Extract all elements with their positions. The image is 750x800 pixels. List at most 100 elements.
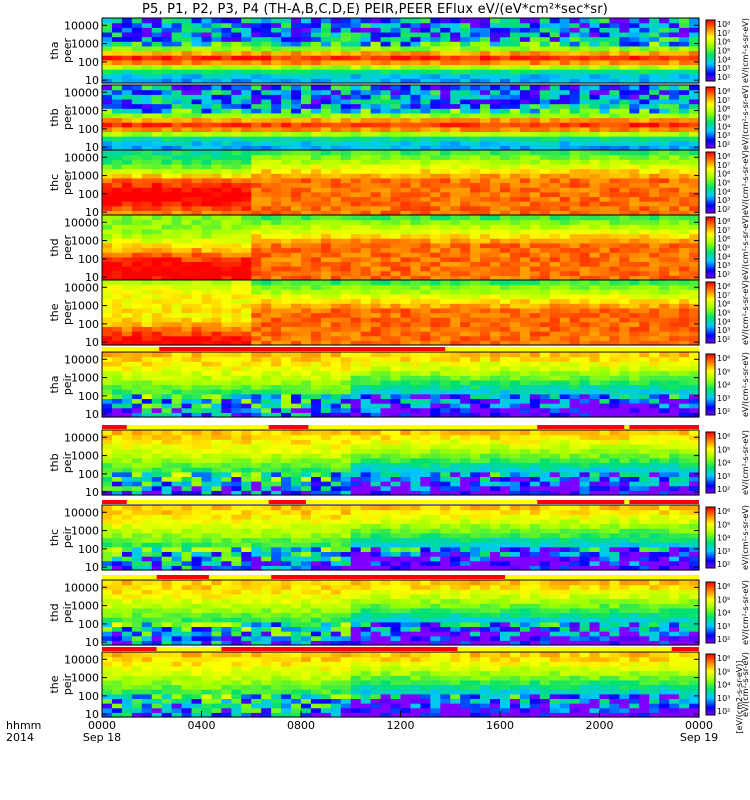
heatmap-cell <box>131 159 143 165</box>
heatmap-cell <box>350 140 362 146</box>
heatmap-cell <box>161 103 173 109</box>
heatmap-cell <box>529 122 541 128</box>
heatmap-cell <box>410 36 421 42</box>
heatmap-cell <box>111 412 123 418</box>
heatmap-cell <box>161 412 173 418</box>
heatmap-cell <box>480 122 491 128</box>
heatmap-cell <box>669 293 680 300</box>
heatmap-cell <box>261 187 272 193</box>
heatmap-cell <box>181 163 193 170</box>
heatmap-cell <box>529 85 541 91</box>
heatmap-cell <box>519 247 531 253</box>
heatmap-cell <box>549 365 561 372</box>
heatmap-cell <box>320 117 332 123</box>
heatmap-cell <box>559 98 571 105</box>
heatmap-cell <box>102 36 113 42</box>
heatmap-cell <box>281 266 292 272</box>
heatmap-cell <box>529 98 541 105</box>
heatmap-cell <box>649 78 660 84</box>
heatmap-cell <box>231 384 242 390</box>
heatmap-cell <box>251 112 262 119</box>
heatmap-cell <box>191 247 203 253</box>
heatmap-cell <box>161 131 173 137</box>
heatmap-cell <box>549 69 561 75</box>
heatmap-cell <box>310 168 322 174</box>
heatmap-cell <box>151 331 163 337</box>
heatmap-cell <box>519 326 531 332</box>
heatmap-cell <box>360 284 372 290</box>
heatmap-cell <box>689 122 700 128</box>
heatmap-cell <box>380 41 392 47</box>
heatmap-cell <box>430 340 441 346</box>
heatmap-cell <box>390 303 402 309</box>
heatmap-cell <box>380 36 392 42</box>
heatmap-cell <box>241 73 252 79</box>
heatmap-cell <box>529 55 541 61</box>
heatmap-cell <box>201 312 213 318</box>
heatmap-cell <box>241 256 252 263</box>
colorbar-tick-label: 10⁷ <box>717 291 730 300</box>
heatmap-cell <box>291 64 302 70</box>
heatmap-cell <box>689 73 700 79</box>
heatmap-cell <box>400 201 412 207</box>
heatmap-cell <box>261 196 272 202</box>
colorbar-tick-label: 10⁷ <box>717 161 730 170</box>
heatmap-cell <box>171 18 183 24</box>
heatmap-cell <box>629 168 640 174</box>
heatmap-cell <box>121 370 133 376</box>
heatmap-cell <box>121 233 133 239</box>
heatmap-cell <box>619 85 630 91</box>
heatmap-cell <box>659 321 670 328</box>
heatmap-cell <box>679 317 690 323</box>
heatmap-cell <box>330 335 342 341</box>
heatmap-cell <box>181 247 193 253</box>
heatmap-cell <box>121 256 133 263</box>
heatmap-cell <box>559 108 571 114</box>
heatmap-cell <box>221 228 232 235</box>
heatmap-cell <box>460 242 471 249</box>
heatmap-cell <box>430 289 441 295</box>
heatmap-cell <box>102 159 113 165</box>
heatmap-cell <box>291 117 302 123</box>
heatmap-cell <box>161 59 173 66</box>
heatmap-cell <box>679 140 690 146</box>
heatmap-cell <box>659 18 670 24</box>
heatmap-cell <box>201 50 213 56</box>
heatmap-cell <box>370 89 382 95</box>
heatmap-cell <box>291 233 302 239</box>
heatmap-cell <box>509 393 521 400</box>
heatmap-cell <box>201 85 213 91</box>
heatmap-cell <box>271 196 282 202</box>
heatmap-cell <box>579 210 591 216</box>
heatmap-cell <box>549 145 561 151</box>
heatmap-cell <box>231 159 242 165</box>
heatmap-cell <box>569 365 581 372</box>
heatmap-cell <box>141 247 153 253</box>
heatmap-cell <box>539 317 551 323</box>
heatmap-cell <box>320 335 332 341</box>
heatmap-cell <box>121 398 133 404</box>
heatmap-cell <box>410 78 421 84</box>
heatmap-cell <box>301 307 312 314</box>
heatmap-cell <box>669 85 680 91</box>
heatmap-cell <box>480 145 491 151</box>
heatmap-cell <box>370 36 382 42</box>
heatmap-cell <box>609 64 620 70</box>
heatmap-cell <box>509 224 521 230</box>
heatmap-cell <box>271 238 282 244</box>
heatmap-cell <box>480 59 491 66</box>
heatmap-cell <box>121 159 133 165</box>
heatmap-cell <box>291 379 302 386</box>
heatmap-cell <box>201 31 213 38</box>
heatmap-cell <box>529 103 541 109</box>
heatmap-cell <box>111 228 123 235</box>
heatmap-cell <box>330 201 342 207</box>
heatmap-cell <box>490 270 501 276</box>
heatmap-cell <box>350 361 362 367</box>
heatmap-cell <box>111 18 123 24</box>
heatmap-cell <box>659 215 670 221</box>
heatmap-cell <box>509 126 521 133</box>
heatmap-cell <box>171 150 183 156</box>
heatmap-cell <box>380 289 392 295</box>
heatmap-cell <box>559 335 571 341</box>
